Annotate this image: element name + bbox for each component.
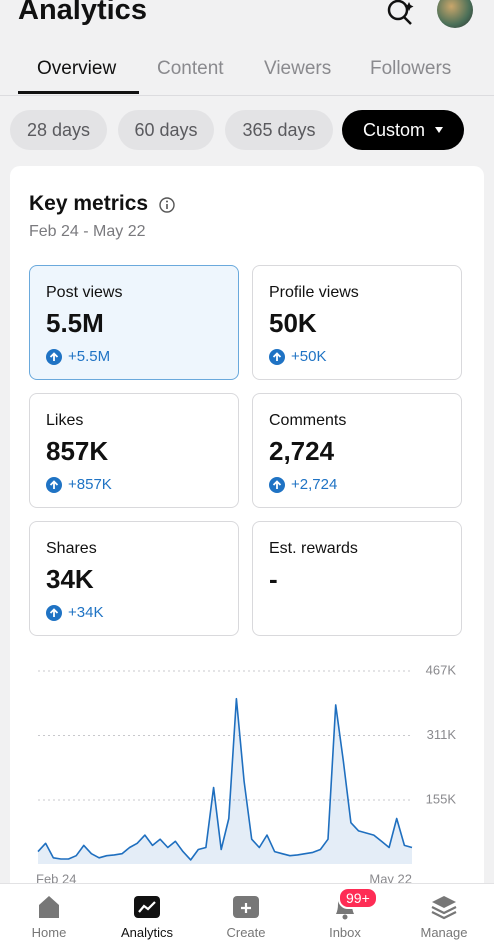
metric-value: 857K bbox=[46, 436, 109, 466]
info-icon[interactable] bbox=[158, 196, 176, 214]
metric-value: - bbox=[269, 564, 278, 594]
metric-change: +50K bbox=[269, 348, 326, 365]
avatar[interactable] bbox=[437, 0, 473, 28]
inbox-badge: 99+ bbox=[338, 887, 378, 909]
area bbox=[38, 698, 412, 864]
section-title: Key metrics bbox=[29, 192, 149, 215]
tab[interactable]: Overview bbox=[37, 58, 117, 79]
change-text: +857K bbox=[68, 476, 112, 493]
nav-analytics[interactable]: Analytics bbox=[98, 884, 196, 943]
metric-label: Shares bbox=[46, 540, 97, 557]
page-title: Analytics bbox=[18, 0, 147, 26]
dropdown-caret bbox=[435, 127, 443, 133]
metric-card[interactable]: Shares 34K +34K bbox=[29, 521, 239, 636]
tab[interactable]: Followers bbox=[370, 58, 452, 79]
metric-label: Est. rewards bbox=[269, 540, 358, 557]
metric-value: 50K bbox=[269, 308, 317, 338]
metric-card[interactable]: Post views 5.5M +5.5M bbox=[29, 265, 239, 380]
range-chip[interactable]: Custom bbox=[342, 110, 464, 150]
date-range: Feb 24 - May 22 bbox=[29, 223, 146, 240]
nav-label: Analytics bbox=[120, 925, 174, 940]
metric-change: +5.5M bbox=[46, 348, 110, 365]
up-icon bbox=[269, 348, 285, 365]
change-text: +5.5M bbox=[68, 348, 111, 365]
line bbox=[37, 697, 413, 861]
home-icon bbox=[39, 896, 59, 918]
range-chip[interactable]: 60 days bbox=[118, 110, 214, 150]
chip-label: 365 days bbox=[242, 119, 316, 140]
metric-card[interactable]: Likes 857K +857K bbox=[29, 393, 239, 508]
tab[interactable]: Content bbox=[157, 58, 224, 79]
range-chip[interactable]: 365 days bbox=[225, 110, 333, 150]
analytics-icon bbox=[134, 896, 160, 918]
nav-label: Home bbox=[31, 925, 67, 940]
tab[interactable]: Viewers bbox=[264, 58, 332, 79]
metric-card[interactable]: Profile views 50K +50K bbox=[252, 265, 462, 380]
nav-label: Manage bbox=[420, 925, 468, 940]
metric-label: Comments bbox=[269, 412, 347, 429]
search-icon[interactable] bbox=[386, 0, 416, 26]
metric-change: +34K bbox=[46, 604, 103, 621]
chart: 155K 311K 467K Feb 24 May 22 bbox=[36, 662, 457, 883]
nav-home[interactable]: Home bbox=[0, 884, 98, 943]
metric-card[interactable]: Est. rewards - bbox=[252, 521, 462, 636]
tab-underline bbox=[18, 91, 139, 94]
manage-icon bbox=[431, 896, 457, 920]
chip-label: 28 days bbox=[26, 119, 91, 140]
y-tick-label: 467K bbox=[426, 662, 457, 677]
metric-change: +2,724 bbox=[269, 476, 337, 493]
up-icon bbox=[46, 348, 62, 365]
divider bbox=[0, 95, 494, 96]
metric-value: 34K bbox=[46, 564, 94, 594]
change-text: +34K bbox=[68, 604, 104, 621]
nav-label: Create bbox=[226, 925, 266, 940]
nav-create[interactable]: Create bbox=[197, 884, 295, 943]
x-tick-label: May 22 bbox=[369, 871, 412, 883]
up-icon bbox=[46, 476, 62, 493]
metric-label: Post views bbox=[46, 284, 123, 301]
up-icon bbox=[46, 604, 62, 621]
up-arrow bbox=[46, 476, 62, 493]
x-tick-label: Feb 24 bbox=[36, 871, 76, 883]
y-tick-label: 155K bbox=[426, 791, 457, 806]
chip-label: Custom bbox=[362, 119, 425, 140]
up-arrow bbox=[46, 348, 62, 365]
metric-label: Likes bbox=[46, 412, 84, 429]
metric-value: 2,724 bbox=[269, 436, 335, 466]
change-text: +2,724 bbox=[291, 476, 338, 493]
chip-label: 60 days bbox=[134, 119, 198, 140]
metric-card[interactable]: Comments 2,724 +2,724 bbox=[252, 393, 462, 508]
metric-value: 5.5M bbox=[46, 308, 104, 338]
nav-label: Inbox bbox=[329, 925, 361, 940]
range-chip[interactable]: 28 days bbox=[10, 110, 107, 150]
metric-change: +857K bbox=[46, 476, 112, 493]
up-icon bbox=[269, 476, 285, 493]
metric-label: Profile views bbox=[269, 284, 359, 301]
y-tick-label: 311K bbox=[427, 727, 457, 742]
up-arrow bbox=[269, 348, 285, 365]
up-arrow bbox=[269, 476, 285, 493]
change-text: +50K bbox=[291, 348, 327, 365]
nav-manage[interactable]: Manage bbox=[395, 884, 493, 943]
bottom-nav: Home Analytics Create Inbox 99+ Manage bbox=[0, 883, 494, 943]
create-icon bbox=[233, 896, 259, 918]
up-arrow bbox=[46, 604, 62, 621]
